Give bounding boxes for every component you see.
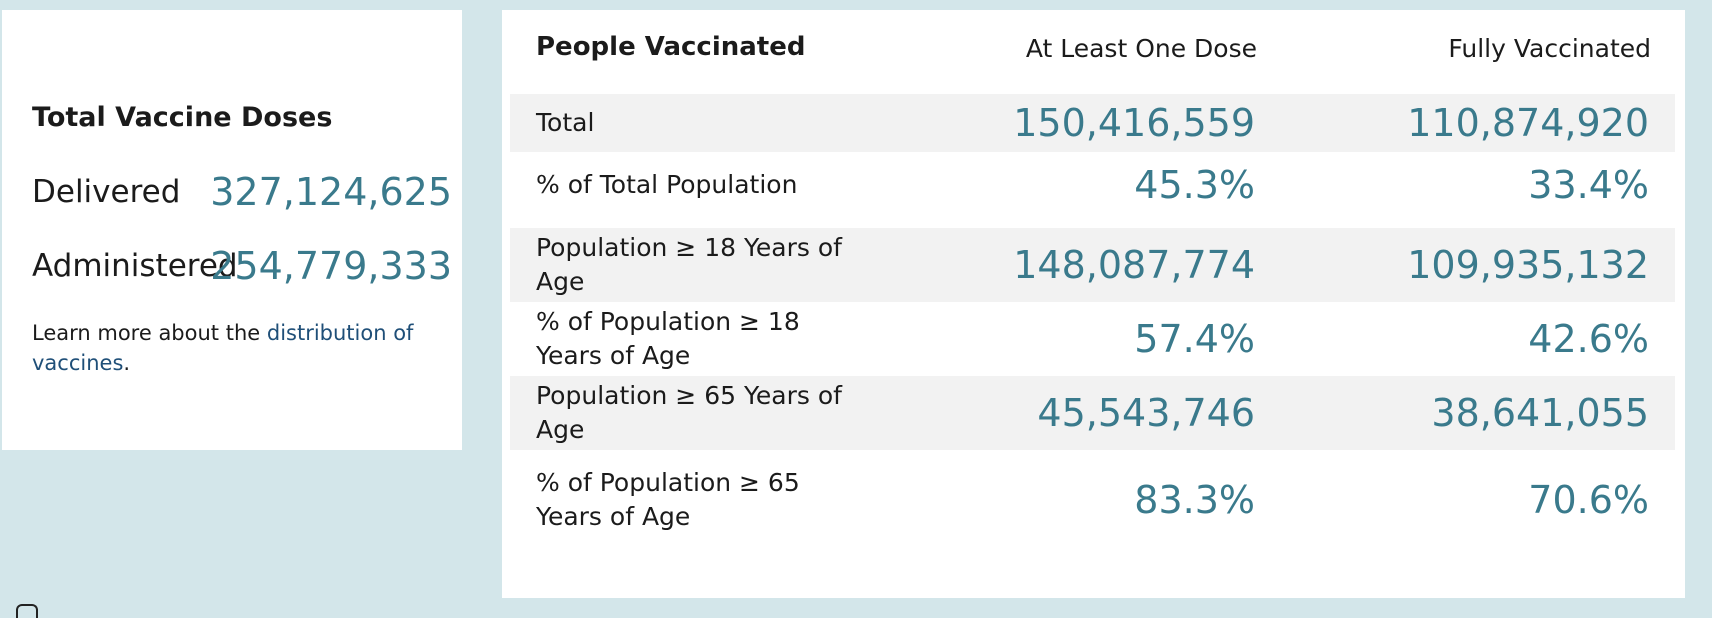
people-vaccinated-title: People Vaccinated xyxy=(536,32,806,62)
row-label: % of Total Population xyxy=(536,170,798,199)
learn-more-suffix: . xyxy=(123,351,131,375)
fully-vaccinated-value: 33.4% xyxy=(1528,163,1649,207)
fully-vaccinated-value: 38,641,055 xyxy=(1431,391,1649,435)
delivered-row: Delivered 327,124,625 xyxy=(32,166,452,216)
at-least-one-dose-value: 45,543,746 xyxy=(1037,391,1255,435)
at-least-one-dose-value: 45.3% xyxy=(1134,163,1255,207)
delivered-value: 327,124,625 xyxy=(210,170,452,214)
administered-row: Administered 254,779,333 xyxy=(32,240,452,290)
at-least-one-dose-value: 150,416,559 xyxy=(1013,101,1255,145)
total-doses-card: Total Vaccine Doses Delivered 327,124,62… xyxy=(2,10,462,450)
at-least-one-dose-header: At Least One Dose xyxy=(1025,34,1257,63)
at-least-one-dose-value: 83.3% xyxy=(1134,478,1255,522)
table-row: % of Total Population 45.3% 33.4% xyxy=(510,152,1675,218)
table-row: % of Population ≥ 18 Years of Age 57.4% … xyxy=(510,302,1675,376)
row-label: Population ≥ 65 Years of Age xyxy=(536,381,842,444)
learn-more-text: Learn more about the distribution of vac… xyxy=(32,318,432,378)
fully-vaccinated-value: 110,874,920 xyxy=(1407,101,1649,145)
table-row: Population ≥ 18 Years of Age 148,087,774… xyxy=(510,228,1675,302)
table-row: Total 150,416,559 110,874,920 xyxy=(510,94,1675,152)
learn-more-prefix: Learn more about the xyxy=(32,321,267,345)
people-vaccinated-header: People Vaccinated At Least One Dose Full… xyxy=(502,30,1685,70)
at-least-one-dose-value: 57.4% xyxy=(1134,317,1255,361)
row-label: Total xyxy=(536,108,595,137)
partial-corner-icon xyxy=(16,604,38,618)
people-vaccinated-card: People Vaccinated At Least One Dose Full… xyxy=(502,10,1685,598)
administered-label: Administered xyxy=(32,248,238,284)
fully-vaccinated-value: 109,935,132 xyxy=(1407,243,1649,287)
administered-value: 254,779,333 xyxy=(210,244,452,288)
table-row: Population ≥ 65 Years of Age 45,543,746 … xyxy=(510,376,1675,450)
row-label: % of Population ≥ 18 Years of Age xyxy=(536,307,800,370)
table-row: % of Population ≥ 65 Years of Age 83.3% … xyxy=(510,458,1675,542)
at-least-one-dose-value: 148,087,774 xyxy=(1013,243,1255,287)
total-doses-title: Total Vaccine Doses xyxy=(32,102,333,133)
row-label: % of Population ≥ 65 Years of Age xyxy=(536,468,800,531)
fully-vaccinated-value: 70.6% xyxy=(1528,478,1649,522)
row-label: Population ≥ 18 Years of Age xyxy=(536,233,842,296)
fully-vaccinated-header: Fully Vaccinated xyxy=(1448,34,1651,63)
distribution-of-vaccines-link[interactable]: distribution of vaccines xyxy=(32,321,414,375)
delivered-label: Delivered xyxy=(32,174,181,210)
fully-vaccinated-value: 42.6% xyxy=(1528,317,1649,361)
